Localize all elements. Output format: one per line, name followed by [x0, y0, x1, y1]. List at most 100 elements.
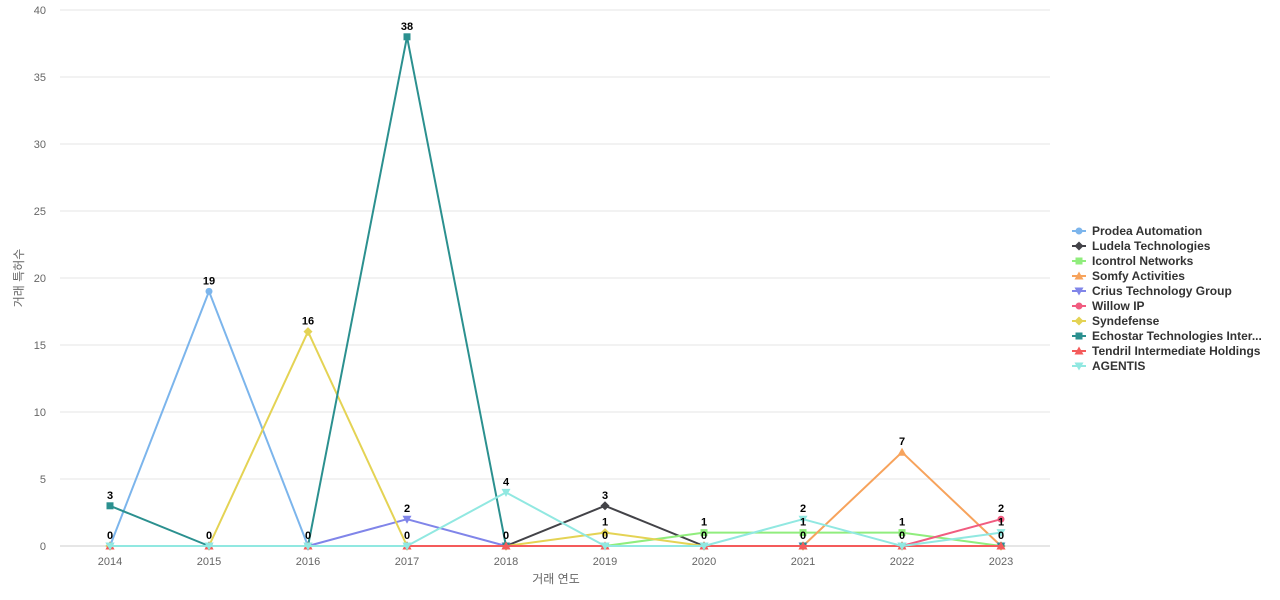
data-point: [898, 529, 906, 537]
legend-label: Echostar Technologies Inter...: [1092, 329, 1262, 343]
x-tick-label: 2021: [791, 556, 815, 568]
series-agentis: [105, 488, 1006, 551]
data-label: 0: [305, 530, 311, 542]
series-somfy-activities: [105, 447, 1006, 550]
x-tick-label: 2014: [98, 556, 122, 568]
legend-item: Crius Technology Group: [1072, 284, 1232, 298]
data-label: 38: [401, 21, 413, 33]
data-point: [105, 542, 115, 551]
legend-label: Syndefense: [1092, 314, 1160, 328]
y-tick-label: 0: [40, 541, 46, 553]
legend-label: Crius Technology Group: [1092, 284, 1232, 298]
legend-label: Somfy Activities: [1092, 269, 1185, 283]
data-label: 0: [107, 530, 113, 542]
data-point: [106, 502, 114, 510]
data-point: [402, 515, 412, 524]
y-tick-label: 10: [34, 407, 46, 419]
series-line: [109, 290, 1002, 547]
data-point: [699, 542, 709, 551]
legend-item: Tendril Intermediate Holdings: [1072, 344, 1261, 358]
legend-item: Syndefense: [1072, 314, 1160, 328]
data-label: 2: [404, 503, 410, 515]
series-line: [109, 491, 1002, 547]
legend-marker: [1075, 302, 1083, 310]
data-point: [600, 542, 610, 551]
legend-label: AGENTIS: [1092, 359, 1145, 373]
y-tick-label: 35: [34, 72, 46, 84]
data-point: [403, 33, 411, 41]
legend-marker: [1075, 227, 1083, 235]
data-point: [205, 287, 213, 295]
legend-item: Prodea Automation: [1072, 224, 1202, 238]
data-label: 16: [302, 316, 314, 328]
data-point: [402, 542, 412, 551]
data-label: 2: [800, 503, 806, 515]
data-label: 0: [503, 530, 509, 542]
series-ludela-technologies: [105, 501, 1006, 551]
legend-item: Willow IP: [1072, 299, 1145, 313]
data-label: 0: [206, 530, 212, 542]
x-tick-label: 2015: [197, 556, 221, 568]
data-point: [501, 541, 511, 550]
legend-item: AGENTIS: [1072, 359, 1145, 373]
legend-item: Ludela Technologies: [1072, 239, 1211, 253]
data-point: [798, 541, 808, 550]
data-point: [600, 501, 610, 511]
data-label: 2: [998, 503, 1004, 515]
data-label: 1: [602, 517, 608, 529]
legend-label: Tendril Intermediate Holdings: [1092, 344, 1261, 358]
legend-label: Willow IP: [1092, 299, 1145, 313]
data-point: [700, 529, 708, 537]
legend-item: Echostar Technologies Inter...: [1072, 329, 1262, 343]
y-tick-label: 5: [40, 474, 46, 486]
data-point: [303, 542, 313, 551]
series-layer: [105, 33, 1006, 551]
legend-label: Ludela Technologies: [1092, 239, 1211, 253]
data-label: 4: [503, 476, 510, 488]
data-label: 0: [701, 530, 707, 542]
data-point: [996, 541, 1006, 550]
data-label: 3: [107, 490, 113, 502]
legend-label: Prodea Automation: [1092, 224, 1202, 238]
series-syndefense: [105, 327, 1006, 551]
legend-marker: [1074, 271, 1084, 280]
x-tick-label: 2019: [593, 556, 617, 568]
y-axis-ticks: 0 5 10 15 20 25 30 35 40: [34, 5, 46, 553]
data-label: 1: [998, 517, 1004, 529]
data-label: 19: [203, 275, 215, 287]
series-prodea-automation: [106, 287, 1005, 550]
legend-marker: [1074, 241, 1084, 251]
y-tick-label: 25: [34, 206, 46, 218]
y-axis-title: 거래 특허수: [12, 249, 26, 308]
grid-layer: [60, 9, 1050, 547]
data-label: 0: [404, 530, 410, 542]
legend-marker: [1074, 287, 1084, 296]
x-tick-label: 2020: [692, 556, 716, 568]
x-tick-label: 2022: [890, 556, 914, 568]
y-tick-label: 40: [34, 5, 46, 17]
x-tick-label: 2017: [395, 556, 419, 568]
x-axis-title: 거래 연도: [532, 572, 580, 586]
data-point: [997, 515, 1005, 523]
data-label: 0: [998, 530, 1004, 542]
legend-marker: [1074, 316, 1084, 326]
data-label: 1: [701, 517, 707, 529]
data-point: [303, 327, 313, 337]
legend-marker: [1074, 346, 1084, 355]
data-point: [204, 542, 214, 551]
data-label: 1: [800, 517, 806, 529]
data-point: [501, 488, 511, 497]
x-tick-label: 2016: [296, 556, 320, 568]
legend-item: Icontrol Networks: [1072, 254, 1194, 268]
data-label: 1: [899, 517, 905, 529]
x-tick-label: 2018: [494, 556, 518, 568]
y-tick-label: 15: [34, 340, 46, 352]
data-point: [897, 542, 907, 551]
legend-marker: [1075, 332, 1083, 340]
y-tick-label: 20: [34, 273, 46, 285]
data-point: [799, 529, 807, 537]
series-line: [109, 330, 1002, 547]
